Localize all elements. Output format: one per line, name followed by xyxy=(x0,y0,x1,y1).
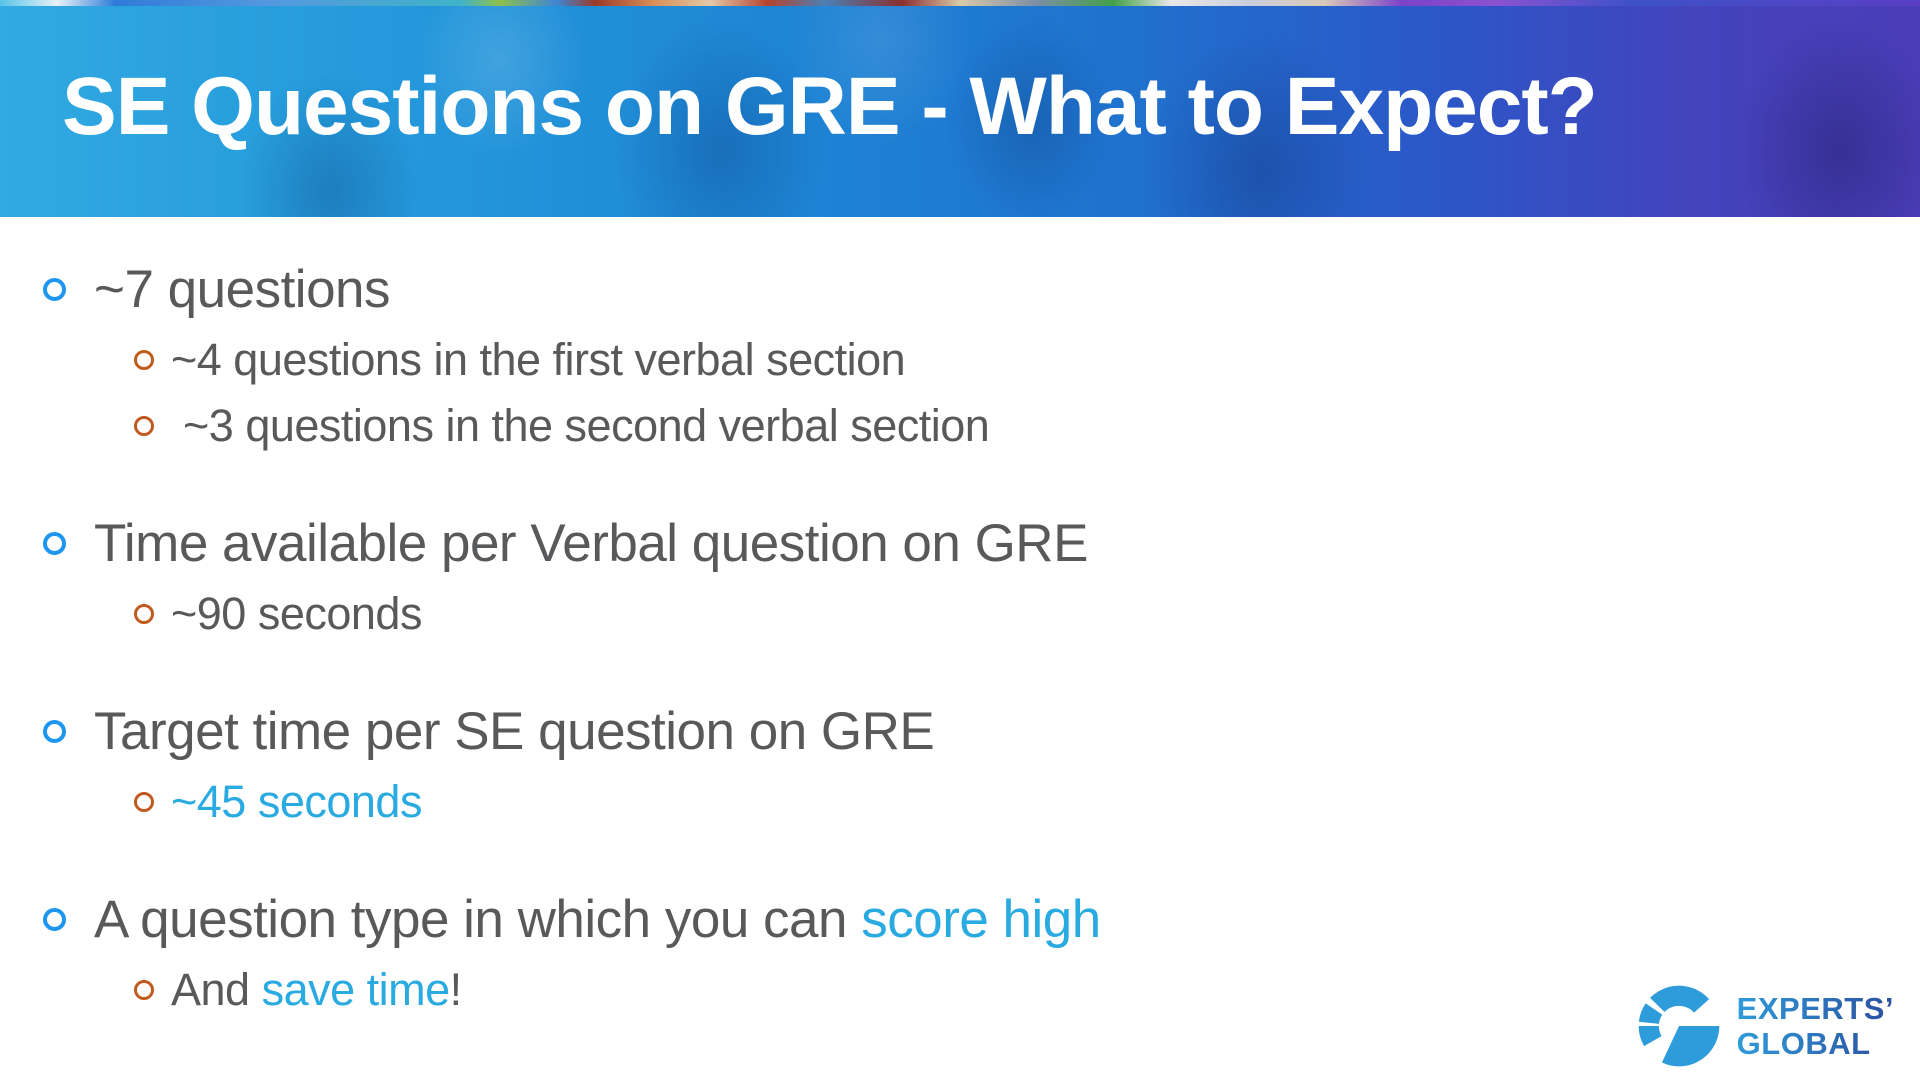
blue-circle-bullet-icon xyxy=(43,531,66,555)
bullet-item-level2: ~90 seconds xyxy=(0,581,1920,647)
bullet-text: Target time per SE question on GRE xyxy=(94,701,935,762)
header-photo-strip xyxy=(0,0,1920,6)
g-logo-icon xyxy=(1638,985,1719,1067)
text-segment-gray: ~7 questions xyxy=(94,259,391,319)
bullet-text: ~4 questions in the first verbal section xyxy=(171,334,906,386)
bullet-group: A question type in which you can score h… xyxy=(0,883,1920,1023)
text-segment-gray: A question type in which you can xyxy=(94,889,862,949)
bullet-text: Time available per Verbal question on GR… xyxy=(94,513,1088,574)
bullet-item-level2: ~4 questions in the first verbal section xyxy=(0,327,1920,393)
bullet-item-level1: Time available per Verbal question on GR… xyxy=(0,507,1920,579)
bullet-item-level2: ~3 questions in the second verbal sectio… xyxy=(0,393,1920,459)
bullet-item-level2: ~45 seconds xyxy=(0,769,1920,835)
text-segment-blue: score high xyxy=(861,889,1101,949)
blue-circle-bullet-icon xyxy=(43,277,66,301)
bullet-group: ~7 questions ~4 questions in the first ve… xyxy=(0,253,1920,459)
bullet-item-level1: A question type in which you can score h… xyxy=(0,883,1920,955)
orange-circle-bullet-icon xyxy=(134,792,154,812)
text-segment-blue: ~45 seconds xyxy=(171,776,422,827)
slide-title: SE Questions on GRE - What to Expect? xyxy=(62,61,1598,152)
bullet-list: ~7 questions ~4 questions in the first ve… xyxy=(0,217,1920,1023)
logo-line-experts: EXPERTS’ xyxy=(1736,991,1894,1026)
bullet-group: Time available per Verbal question on GR… xyxy=(0,507,1920,647)
header-banner: SE Questions on GRE - What to Expect? xyxy=(0,0,1920,217)
text-segment-gray: ~4 questions in the first verbal section xyxy=(171,334,906,385)
bullet-text: A question type in which you can score h… xyxy=(94,889,1101,950)
text-segment-gray: ! xyxy=(449,964,463,1015)
blue-circle-bullet-icon xyxy=(43,907,66,931)
text-segment-gray: And xyxy=(171,964,262,1015)
orange-circle-bullet-icon xyxy=(134,604,154,624)
blue-circle-bullet-icon xyxy=(43,719,66,743)
text-segment-gray: ~3 questions in the second verbal sectio… xyxy=(171,400,990,451)
text-segment-gray: Time available per Verbal question on GR… xyxy=(94,513,1088,573)
orange-circle-bullet-icon xyxy=(134,416,154,436)
experts-global-logo: EXPERTS’ GLOBAL xyxy=(1637,984,1894,1068)
text-segment-gray: Target time per SE question on GRE xyxy=(94,701,935,761)
bullet-group: Target time per SE question on GRE ~45 se… xyxy=(0,695,1920,835)
bullet-text: ~90 seconds xyxy=(171,588,422,640)
logo-wordmark: EXPERTS’ GLOBAL xyxy=(1737,991,1894,1061)
orange-circle-bullet-icon xyxy=(134,350,154,370)
bullet-item-level1: Target time per SE question on GRE xyxy=(0,695,1920,767)
bullet-text: And save time! xyxy=(171,964,462,1016)
logo-line-global: GLOBAL xyxy=(1737,1026,1894,1061)
bullet-item-level2: And save time! xyxy=(0,957,1920,1023)
bullet-text: ~7 questions xyxy=(94,259,391,320)
text-segment-gray: ~90 seconds xyxy=(171,588,422,639)
orange-circle-bullet-icon xyxy=(134,980,154,1000)
bullet-item-level1: ~7 questions xyxy=(0,253,1920,325)
bullet-text: ~45 seconds xyxy=(171,776,422,828)
bullet-text: ~3 questions in the second verbal sectio… xyxy=(171,400,990,452)
text-segment-blue: save time xyxy=(261,964,451,1015)
